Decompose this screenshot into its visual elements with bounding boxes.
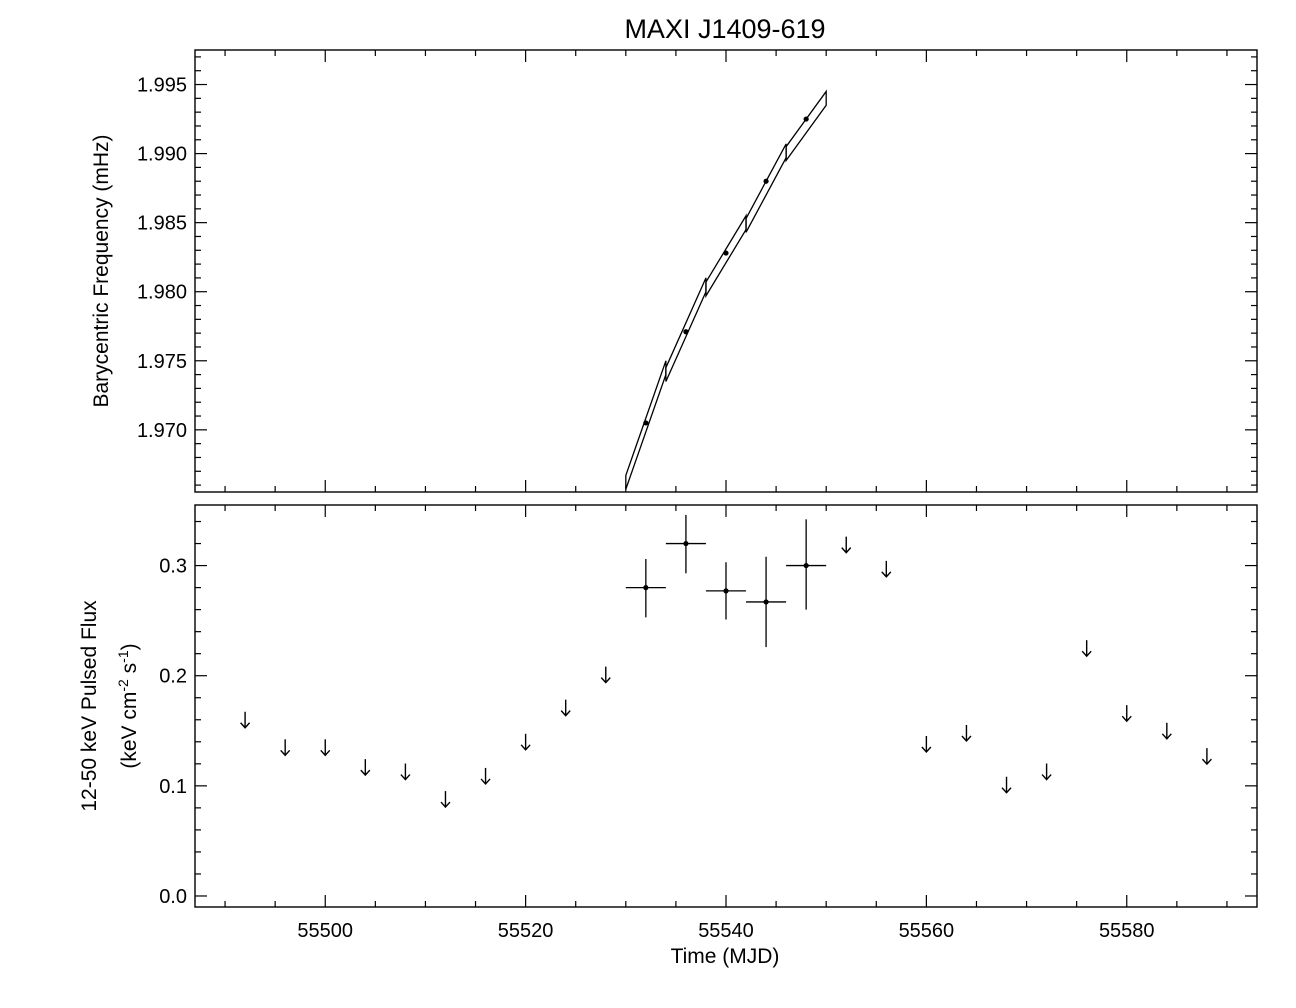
flux-y-tick-label: 0.2 (159, 666, 187, 688)
frequency-marks (625, 89, 827, 490)
flux-point (763, 599, 769, 605)
upper-limit-arrow-icon (480, 767, 491, 785)
flux-marks (240, 514, 1212, 809)
upper-limit-arrow-icon (280, 739, 291, 757)
upper-limit-arrow-icon (320, 739, 331, 757)
x-tick-label: 55520 (498, 920, 554, 942)
x-tick-label: 55560 (899, 920, 955, 942)
flux-detection (786, 519, 827, 610)
upper-limit-head (400, 774, 411, 781)
frequency-plot-frame (194, 49, 1258, 493)
x-tick-label: 55500 (297, 920, 353, 942)
frequency-y-axis-label: Barycentric Frequency (mHz) (90, 134, 113, 407)
frequency-y-tick-label: 1.990 (137, 144, 187, 166)
flux-point (643, 585, 649, 591)
frequency-y-tick-label: 1.975 (137, 351, 187, 373)
upper-limit-head (320, 749, 331, 757)
upper-limit-head (1001, 787, 1012, 794)
flux-detection (625, 558, 666, 618)
upper-limit-head (600, 677, 611, 684)
upper-limit-arrow-icon (961, 724, 972, 743)
x-tick-label: 55540 (698, 920, 754, 942)
upper-limit-head (841, 547, 852, 554)
x-axis-label: Time (MJD) (671, 945, 780, 968)
flux-point (683, 540, 689, 547)
x-tick-label: 55580 (1099, 920, 1155, 942)
frequency-point (803, 116, 809, 122)
upper-limit-arrow-icon (440, 791, 451, 809)
chart-title: MAXI J1409-619 (624, 14, 825, 44)
flux-point (723, 588, 729, 594)
upper-limit-head (1161, 733, 1172, 740)
flux-plot-frame (194, 504, 1258, 908)
frequency-point (683, 329, 689, 335)
frequency-point (643, 420, 649, 426)
frequency-y-tick-label: 1.985 (137, 213, 187, 235)
upper-limit-arrow-icon (881, 560, 892, 578)
upper-limit-arrow-icon (360, 759, 371, 777)
frequency-y-tick-label: 1.980 (137, 282, 187, 304)
flux-detection (665, 514, 706, 574)
upper-limit-head (1121, 715, 1132, 723)
flux-y-axis-label-line2: (keV cm-2 s-1) (115, 643, 141, 768)
upper-limit-arrow-icon (240, 711, 251, 729)
upper-limit-head (881, 571, 892, 578)
flux-y-tick-label: 0.0 (159, 886, 187, 908)
upper-limit-arrow-icon (1201, 748, 1212, 766)
upper-limit-arrow-icon (1001, 776, 1012, 794)
upper-limit-head (560, 710, 571, 717)
frequency-panel: 1.970 1.975 1.980 1.985 1.990 1.995 Barycentr… (90, 49, 1258, 493)
frequency-y-tick-label: 1.970 (137, 420, 187, 442)
upper-limit-arrow-icon (841, 536, 852, 554)
upper-limit-arrow-icon (1161, 722, 1172, 740)
upper-limit-head (360, 769, 371, 777)
upper-limit-head (1041, 774, 1052, 781)
frequency-error-band-segment (745, 143, 787, 233)
upper-limit-head (520, 744, 531, 751)
upper-limit-head (1081, 650, 1092, 658)
upper-limit-head (240, 722, 251, 729)
upper-limit-arrow-icon (520, 733, 531, 751)
upper-limit-arrow-icon (400, 763, 411, 781)
upper-limit-arrow-icon (600, 666, 611, 684)
upper-limit-head (480, 778, 491, 785)
upper-limit-head (280, 749, 291, 757)
flux-detection (705, 562, 747, 620)
frequency-point (723, 250, 729, 256)
flux-y-tick-label: 0.3 (159, 556, 187, 578)
flux-y-tick-label: 0.1 (159, 776, 187, 798)
upper-limit-head (440, 801, 451, 809)
upper-limit-arrow-icon (1121, 705, 1132, 723)
upper-limit-arrow-icon (921, 735, 932, 754)
frequency-axis-ticks: 1.970 1.975 1.980 1.985 1.990 1.995 (137, 50, 1257, 492)
frequency-point (763, 178, 769, 184)
frequency-error-band-segment (705, 213, 747, 299)
upper-limit-arrow-icon (560, 699, 571, 717)
flux-panel: 0.0 0.1 0.2 0.3 55500 55520 55540 55560 55580 12… (78, 504, 1258, 968)
upper-limit-head (961, 735, 972, 743)
upper-limit-arrow-icon (1041, 763, 1052, 781)
upper-limit-head (1201, 758, 1212, 766)
upper-limit-arrow-icon (1081, 640, 1092, 658)
frequency-error-band-segment (785, 89, 827, 163)
frequency-y-tick-label: 1.995 (137, 75, 187, 97)
flux-y-axis-label-line1: 12-50 keV Pulsed Flux (78, 600, 101, 812)
flux-detection (746, 556, 787, 648)
flux-axis-ticks: 0.0 0.1 0.2 0.3 55500 55520 55540 55560 55580 (159, 505, 1257, 942)
flux-point (803, 562, 809, 569)
upper-limit-head (921, 746, 932, 754)
